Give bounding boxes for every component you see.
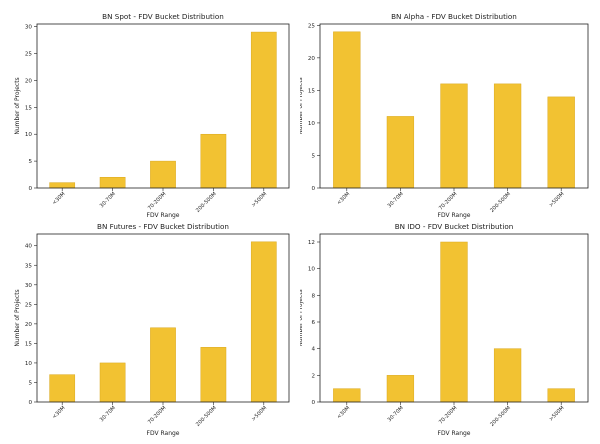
x-tick-label: <30M — [51, 405, 66, 420]
y-tick-label: 0 — [28, 400, 32, 406]
x-tick-label: 30-70M — [99, 405, 117, 423]
y-tick-label: 20 — [25, 78, 33, 84]
y-tick-label: 5 — [311, 153, 315, 159]
x-tick-label: 200-500M — [489, 405, 512, 428]
bar-70-200m — [440, 241, 468, 403]
y-tick-label: 10 — [308, 267, 316, 273]
chart-svg: BN Futures - FDV Bucket Distribution <30M… — [14, 222, 290, 437]
y-axis-label: Number of Projects — [300, 289, 304, 346]
y-tick-label: 30 — [25, 25, 33, 31]
bar-30-70m — [386, 116, 415, 189]
y-tick-label: 25 — [25, 302, 33, 308]
x-axis-label: FDV Range — [438, 212, 471, 219]
y-tick-label: 15 — [25, 341, 33, 347]
axes-frame — [36, 23, 290, 189]
axes-frame — [319, 23, 589, 189]
x-tick-label: >500M — [548, 405, 565, 422]
x-tick-label: 30-70M — [387, 405, 405, 423]
y-tick-label: 0 — [311, 186, 315, 192]
chart-title: BN Spot - FDV Bucket Distribution — [102, 12, 224, 21]
chart-svg: BN Alpha - FDV Bucket Distribution <30M 30… — [297, 12, 589, 219]
y-tick-label: 2 — [311, 373, 315, 379]
y-tick-label: 10 — [308, 121, 316, 127]
x-tick-label: 70-200M — [147, 405, 167, 425]
y-tick-label: 10 — [25, 361, 33, 367]
x-tick-label: <30M — [336, 191, 351, 206]
bar-200-500m — [200, 133, 227, 189]
x-tick-label: 30-70M — [387, 191, 405, 209]
y-tick-label: 10 — [25, 132, 33, 138]
y-tick-label: 20 — [308, 56, 316, 62]
x-tick-label: >500M — [251, 405, 268, 422]
y-tick-label: 15 — [308, 88, 316, 94]
x-axis-label: FDV Range — [147, 430, 180, 437]
chart-panel-bn-futures: BN Futures - FDV Bucket Distribution <30M… — [0, 222, 300, 440]
y-tick-label: 25 — [25, 52, 33, 58]
x-tick-label: 70-200M — [438, 191, 458, 211]
chart-title: BN IDO - FDV Bucket Distribution — [395, 222, 514, 231]
x-axis-label: FDV Range — [438, 430, 471, 437]
x-tick-label: 200-500M — [195, 191, 218, 214]
bar-70-200m — [150, 160, 176, 189]
x-tick-label: 200-500M — [195, 405, 218, 428]
y-tick-label: 0 — [28, 186, 32, 192]
x-axis-label: FDV Range — [147, 212, 180, 219]
x-tick-label: 200-500M — [489, 191, 512, 214]
chart-title: BN Futures - FDV Bucket Distribution — [97, 222, 229, 231]
y-tick-label: 30 — [25, 283, 33, 289]
y-tick-label: 0 — [311, 400, 315, 406]
x-tick-label: 70-200M — [438, 405, 458, 425]
bar-30m — [49, 374, 76, 403]
y-tick-label: 12 — [308, 240, 315, 246]
y-tick-label: 15 — [25, 105, 33, 111]
bar-500m — [250, 31, 277, 189]
bar-30-70m — [386, 375, 415, 403]
bar-30m — [333, 31, 361, 189]
x-tick-label: <30M — [51, 191, 66, 206]
chart-svg: BN IDO - FDV Bucket Distribution <30M 30-7… — [297, 222, 589, 437]
bar-200-500m — [493, 83, 522, 189]
y-tick-label: 40 — [25, 244, 33, 250]
y-tick-label: 6 — [311, 320, 315, 326]
y-tick-label: 4 — [311, 347, 315, 353]
bar-70-200m — [440, 83, 468, 189]
y-tick-label: 25 — [308, 23, 316, 29]
y-axis-label: Number of Projects — [300, 77, 304, 134]
bar-500m — [547, 388, 575, 403]
y-tick-label: 20 — [25, 322, 33, 328]
bar-500m — [547, 96, 575, 189]
bar-500m — [250, 241, 277, 403]
chart-panel-bn-spot: BN Spot - FDV Bucket Distribution <30M 30-… — [0, 0, 300, 222]
y-tick-label: 5 — [28, 380, 32, 386]
y-tick-label: 8 — [311, 293, 315, 299]
x-tick-label: >500M — [548, 191, 565, 208]
bar-200-500m — [493, 348, 522, 403]
y-tick-label: 5 — [28, 159, 32, 165]
axes-frame — [36, 233, 290, 403]
y-axis-label: Number of Projects — [14, 77, 21, 134]
x-tick-label: 70-200M — [147, 191, 167, 211]
bar-30m — [49, 182, 76, 189]
chart-panel-bn-alpha: BN Alpha - FDV Bucket Distribution <30M 30… — [297, 0, 600, 222]
x-tick-label: <30M — [336, 405, 351, 420]
y-tick-label: 35 — [25, 263, 33, 269]
y-axis-label: Number of Projects — [14, 289, 21, 346]
chart-title: BN Alpha - FDV Bucket Distribution — [391, 12, 517, 21]
bar-30m — [333, 388, 361, 403]
bar-30-70m — [99, 176, 126, 189]
bar-200-500m — [200, 347, 227, 403]
axes-frame — [319, 233, 589, 403]
x-tick-label: >500M — [251, 191, 268, 208]
x-tick-label: 30-70M — [99, 191, 117, 209]
chart-svg: BN Spot - FDV Bucket Distribution <30M 30-… — [14, 12, 290, 219]
bar-30-70m — [99, 362, 126, 403]
chart-panel-bn-ido: BN IDO - FDV Bucket Distribution <30M 30-7… — [297, 222, 600, 440]
bar-70-200m — [150, 327, 176, 403]
